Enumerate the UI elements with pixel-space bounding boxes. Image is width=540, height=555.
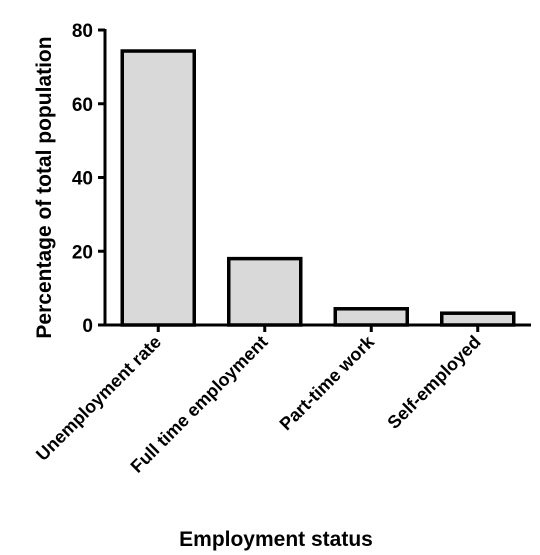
x-axis-title: Employment status <box>179 528 373 551</box>
x-tick-label: Self-employed <box>383 332 484 433</box>
y-tick-label: 60 <box>72 95 93 116</box>
y-tick-label: 80 <box>72 21 93 42</box>
bar-part-time-work <box>333 307 409 327</box>
y-axis-title: Percentage of total population <box>33 36 56 338</box>
y-tick-label: 0 <box>82 316 93 337</box>
y-tick-label: 40 <box>72 169 93 190</box>
bar-unemployment-rate <box>120 49 196 327</box>
bars <box>120 49 516 327</box>
y-tick-label: 20 <box>72 242 93 263</box>
bar-full-time-employment <box>227 256 303 327</box>
bar-self-employed <box>440 311 516 327</box>
y-axis: 0 20 40 60 80 <box>72 21 107 337</box>
x-tick-label: Part-time work <box>276 331 379 434</box>
